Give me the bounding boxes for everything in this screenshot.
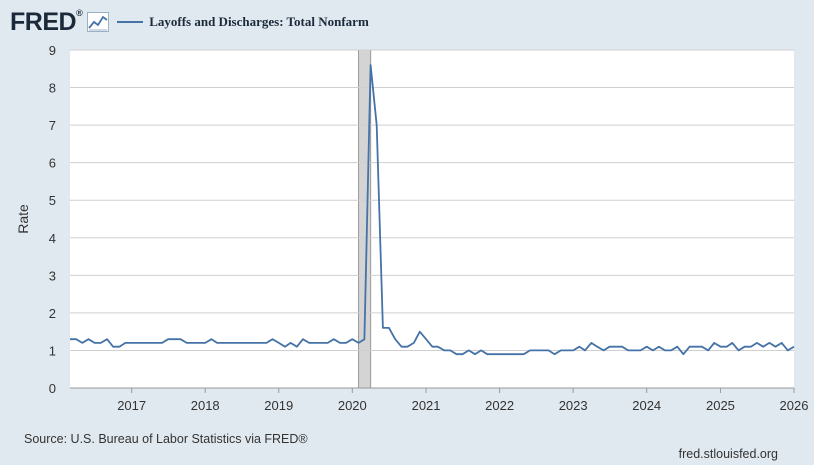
y-tick-label: 5 — [49, 193, 56, 208]
chart-legend[interactable]: Layoffs and Discharges: Total Nonfarm — [117, 14, 369, 30]
x-tick-label: 2019 — [264, 398, 293, 413]
legend-swatch — [117, 21, 144, 23]
y-tick-label: 1 — [49, 343, 56, 358]
y-tick-label: 2 — [49, 306, 56, 321]
x-tick-label: 2018 — [191, 398, 220, 413]
y-axis-title: Rate — [15, 204, 31, 234]
x-tick-label: 2020 — [338, 398, 367, 413]
plot-area — [70, 50, 794, 388]
x-tick-label: 2022 — [485, 398, 514, 413]
y-tick-label: 3 — [49, 268, 56, 283]
y-tick-label: 9 — [49, 43, 56, 58]
y-tick-label: 4 — [49, 231, 56, 246]
x-tick-label: 2023 — [559, 398, 588, 413]
x-tick-label: 2017 — [117, 398, 146, 413]
source-note: Source: U.S. Bureau of Labor Statistics … — [24, 432, 308, 446]
series-line[interactable] — [70, 64, 795, 356]
source-url[interactable]: fred.stlouisfed.org — [678, 447, 778, 461]
registered-mark: ® — [76, 7, 83, 18]
x-tick-label: 2025 — [706, 398, 735, 413]
x-tick-label: 2021 — [412, 398, 441, 413]
fred-logo[interactable]: FRED® — [10, 7, 83, 37]
legend-label: Layoffs and Discharges: Total Nonfarm — [149, 14, 369, 29]
x-tick-label: 2024 — [632, 398, 661, 413]
y-tick-label: 0 — [49, 381, 56, 396]
line-chart-icon — [87, 12, 110, 32]
fred-logo-text: FRED — [10, 7, 77, 36]
y-tick-label: 7 — [49, 118, 56, 133]
x-tick-label: 2026 — [780, 398, 809, 413]
chart-header: FRED® Layoffs and Discharges: Total Nonf… — [10, 8, 369, 36]
y-tick-label: 6 — [49, 156, 56, 171]
y-tick-label: 8 — [49, 81, 56, 96]
